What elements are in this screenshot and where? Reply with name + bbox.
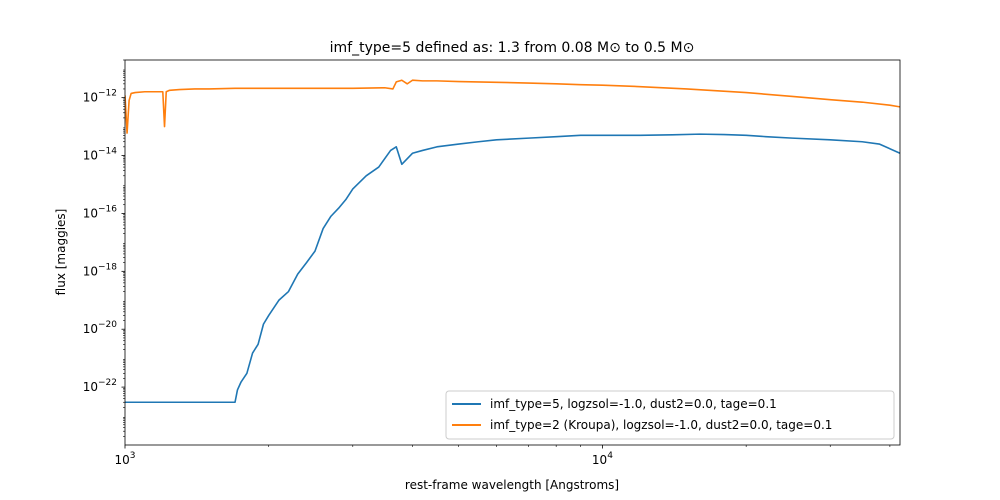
chart-title: imf_type=5 defined as: 1.3 from 0.08 M⊙ …: [330, 40, 695, 56]
x-axis-label: rest-frame wavelength [Angstroms]: [405, 478, 619, 492]
series-line-0: [125, 133, 900, 404]
legend-label-orange: imf_type=2 (Kroupa), logzsol=-1.0, dust2…: [490, 418, 832, 432]
series-line-1: [125, 79, 900, 134]
legend-label-blue: imf_type=5, logzsol=-1.0, dust2=0.0, tag…: [490, 397, 777, 411]
axes-frame: [124, 59, 901, 446]
y-axis-label: flux [maggies]: [54, 209, 68, 296]
legend: imf_type=5, logzsol=-1.0, dust2=0.0, tag…: [445, 390, 895, 440]
plot-area: [125, 60, 900, 445]
series-layer: [125, 79, 900, 404]
legend-box: [445, 390, 895, 440]
